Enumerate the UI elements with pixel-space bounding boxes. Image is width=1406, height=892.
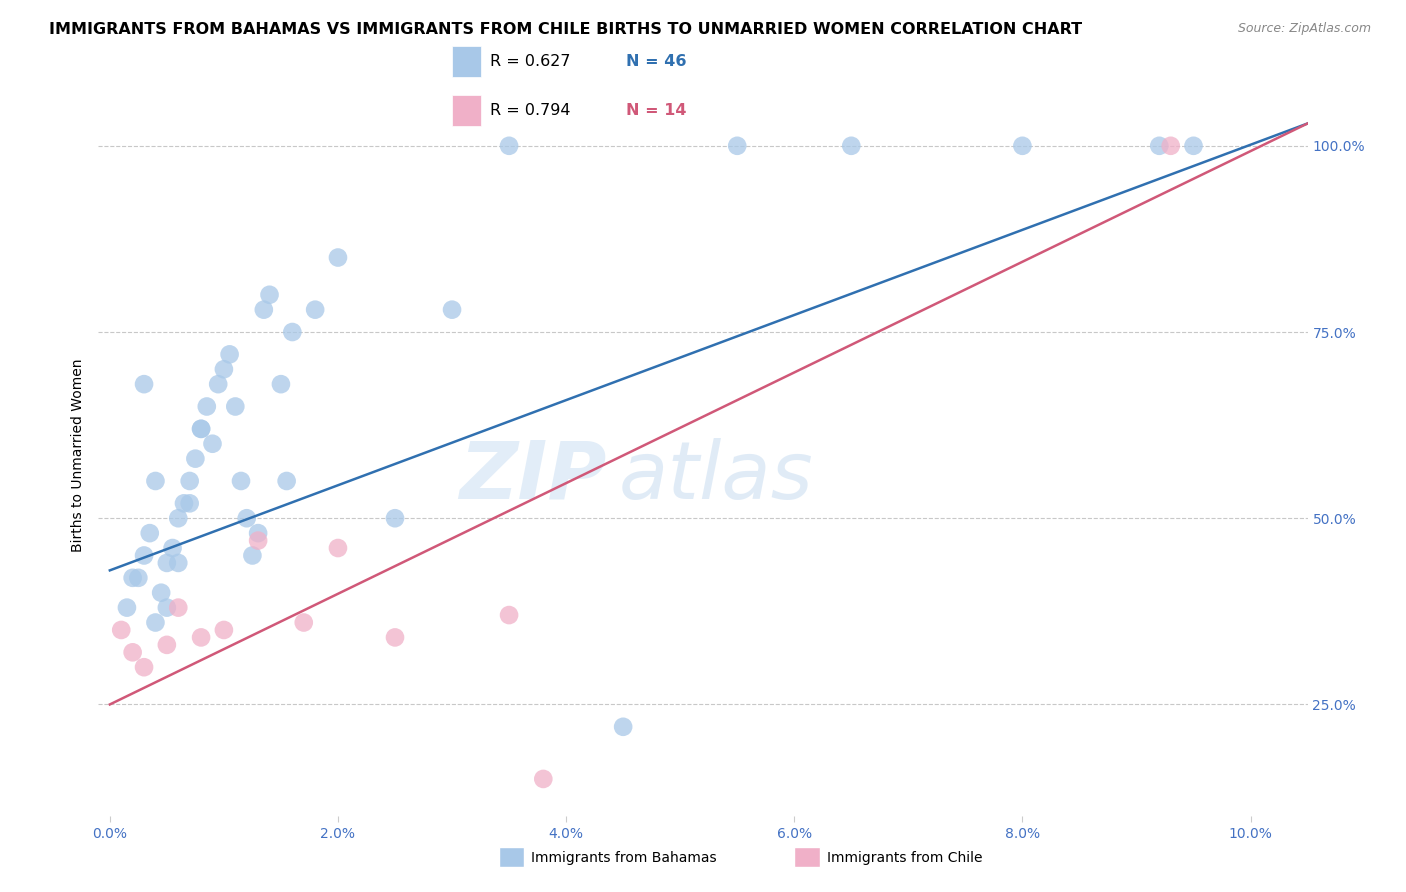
Point: [276, 474, 298, 488]
Point: [839, 138, 862, 153]
Point: [384, 631, 406, 645]
Text: N = 46: N = 46: [626, 54, 686, 69]
Text: R = 0.794: R = 0.794: [491, 103, 571, 118]
Text: R = 0.627: R = 0.627: [491, 54, 571, 69]
Point: [132, 549, 155, 563]
Point: [270, 377, 292, 392]
Point: [247, 526, 270, 541]
Point: [121, 645, 143, 659]
Point: [1182, 138, 1205, 153]
Point: [207, 377, 229, 392]
Point: [145, 615, 167, 630]
Point: [292, 615, 315, 630]
Text: Immigrants from Bahamas: Immigrants from Bahamas: [531, 851, 717, 865]
Point: [235, 511, 257, 525]
Point: [218, 347, 240, 361]
Text: Source: ZipAtlas.com: Source: ZipAtlas.com: [1237, 22, 1371, 36]
Point: [201, 436, 224, 450]
Point: [132, 660, 155, 674]
Point: [229, 474, 252, 488]
Point: [612, 720, 634, 734]
Text: ZIP: ZIP: [458, 438, 606, 516]
Point: [384, 511, 406, 525]
Point: [156, 556, 179, 570]
Point: [167, 556, 190, 570]
Point: [195, 400, 218, 414]
Point: [162, 541, 184, 555]
Point: [247, 533, 270, 548]
Point: [259, 287, 281, 301]
Point: [498, 608, 520, 623]
Point: [224, 400, 246, 414]
Point: [167, 600, 190, 615]
Point: [1160, 138, 1182, 153]
Point: [139, 526, 162, 541]
Point: [1011, 138, 1033, 153]
Point: [132, 377, 155, 392]
Point: [184, 451, 207, 466]
Point: [326, 541, 349, 555]
Point: [167, 511, 190, 525]
Point: [150, 585, 173, 599]
Point: [304, 302, 326, 317]
Point: [115, 600, 138, 615]
Text: IMMIGRANTS FROM BAHAMAS VS IMMIGRANTS FROM CHILE BIRTHS TO UNMARRIED WOMEN CORRE: IMMIGRANTS FROM BAHAMAS VS IMMIGRANTS FR…: [49, 22, 1083, 37]
Text: Immigrants from Chile: Immigrants from Chile: [827, 851, 983, 865]
Point: [326, 251, 349, 265]
Point: [212, 362, 235, 376]
Point: [173, 496, 195, 510]
Point: [242, 549, 264, 563]
Point: [441, 302, 464, 317]
Text: N = 14: N = 14: [626, 103, 686, 118]
Y-axis label: Births to Unmarried Women: Births to Unmarried Women: [70, 359, 84, 551]
Point: [145, 474, 167, 488]
Point: [121, 571, 143, 585]
Point: [110, 623, 132, 637]
FancyBboxPatch shape: [451, 95, 481, 126]
Point: [212, 623, 235, 637]
Point: [281, 325, 304, 339]
Point: [156, 638, 179, 652]
Point: [179, 496, 201, 510]
Point: [190, 422, 212, 436]
FancyBboxPatch shape: [451, 46, 481, 77]
Point: [190, 422, 212, 436]
Point: [1149, 138, 1171, 153]
Point: [127, 571, 149, 585]
Point: [190, 631, 212, 645]
Point: [725, 138, 748, 153]
Point: [156, 600, 179, 615]
Point: [179, 474, 201, 488]
Point: [498, 138, 520, 153]
Point: [253, 302, 276, 317]
Point: [531, 772, 554, 786]
Text: atlas: atlas: [619, 438, 813, 516]
